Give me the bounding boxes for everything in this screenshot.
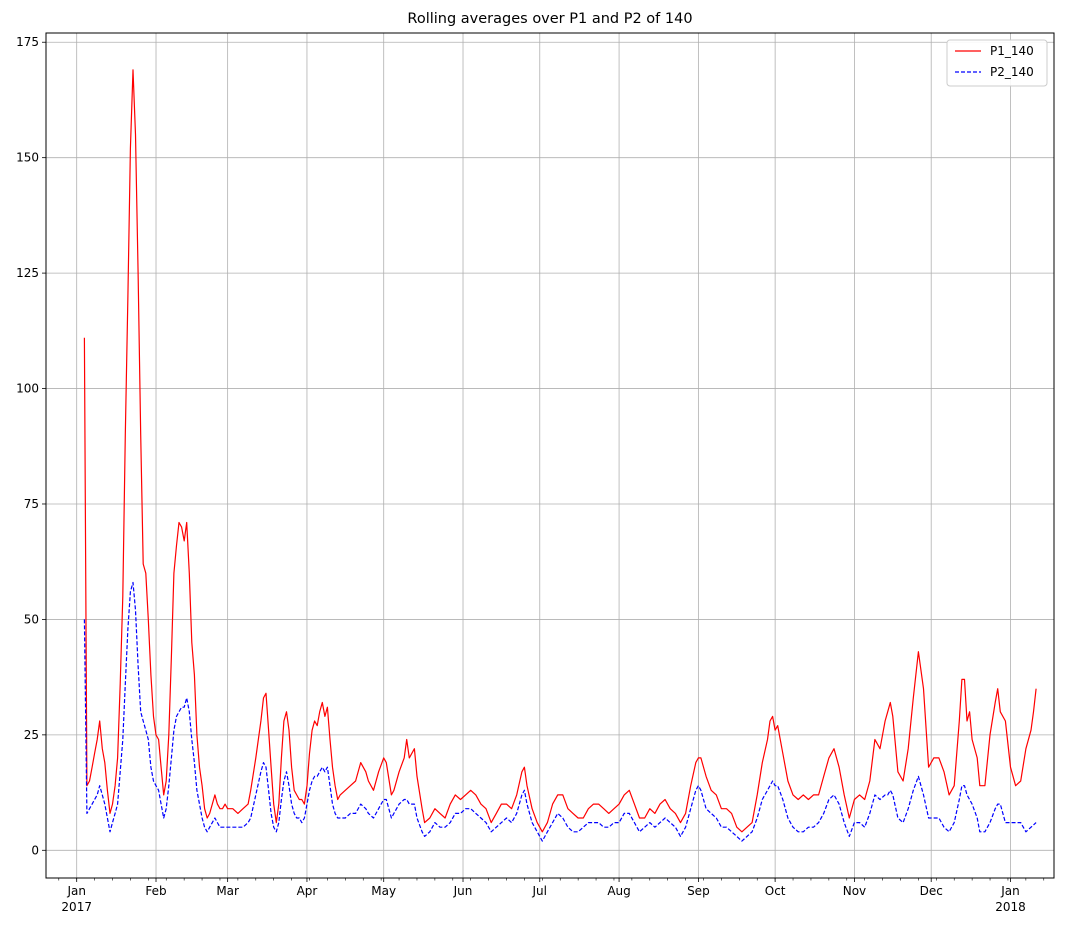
x-tick-label: Dec [920,884,943,898]
y-tick-label: 175 [16,35,39,49]
x-tick-year-label: 2018 [995,900,1026,914]
y-tick-label: 125 [16,266,39,280]
y-tick-label: 150 [16,151,39,165]
legend-label-p1: P1_140 [990,44,1034,58]
y-tick-label: 0 [31,843,39,857]
plot-frame [45,32,1055,879]
grid-lines [46,33,1054,878]
y-tick-label: 100 [16,382,39,396]
series-layer [83,69,1037,842]
x-tick-label: Mar [216,884,239,898]
x-tick-label: Aug [607,884,630,898]
x-tick-year-label: 2017 [61,900,92,914]
x-tick-label: Jul [532,884,547,898]
x-tick-label: Nov [843,884,866,898]
series-line-p1 [83,69,1037,833]
y-tick-label: 50 [24,612,39,626]
x-tick-label: Sep [687,884,710,898]
legend: P1_140 P2_140 [946,39,1048,87]
chart-title: Rolling averages over P1 and P2 of 140 [407,11,692,27]
x-tick-label: May [371,884,396,898]
series-line-p2 [83,581,1037,842]
x-tick-label: Feb [145,884,166,898]
legend-label-p2: P2_140 [990,65,1034,79]
x-tick-label: Jan [1000,884,1020,898]
y-tick-label: 75 [24,497,39,511]
x-tick-label: Jun [453,884,473,898]
x-tick-label: Jan [66,884,86,898]
x-tick-label: Apr [297,884,318,898]
y-tick-label: 25 [24,728,39,742]
axes: 0 25 50 75 100 125 150 175 Jan 2017 Feb Mar Apr May Ju… [16,35,1045,914]
x-tick-label: Oct [765,884,786,898]
